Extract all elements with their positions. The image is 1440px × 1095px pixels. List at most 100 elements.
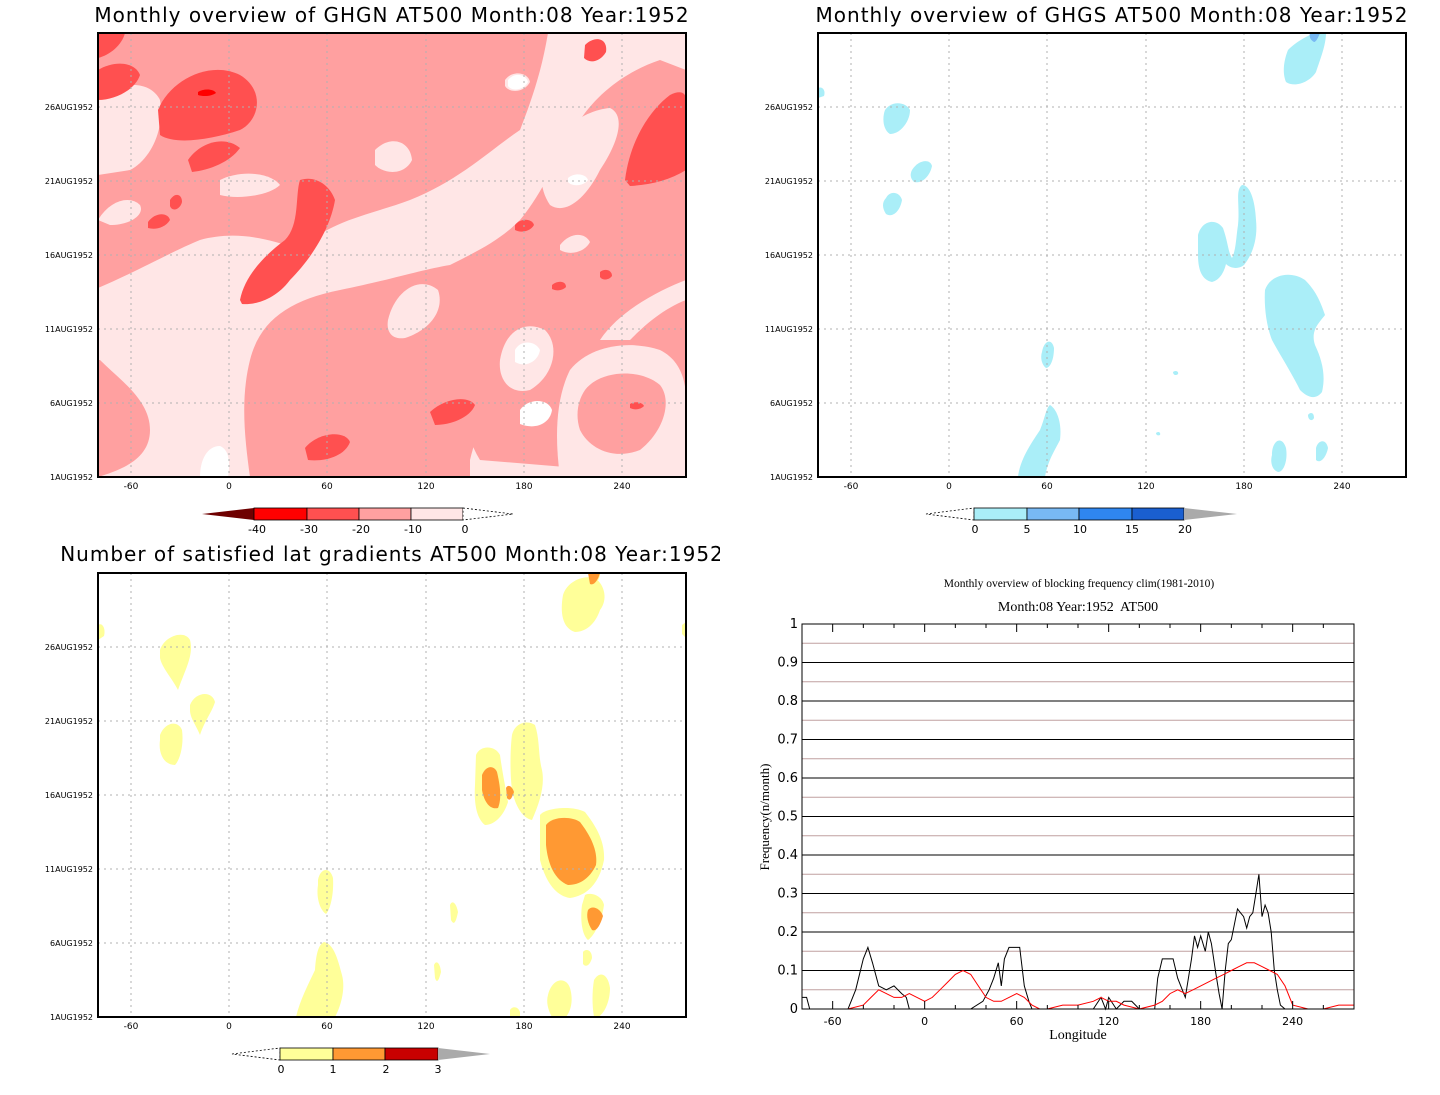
frequency-chart: Monthly overview of blocking frequency c… — [757, 578, 1355, 1043]
x-tick-label: 0 — [226, 482, 232, 492]
y-tick-label: 16AUG1952 — [45, 251, 93, 260]
colorbar-label: 0 — [462, 523, 469, 536]
y-tick-label: 1AUG1952 — [770, 473, 813, 482]
x-tick-label: -60 — [124, 1022, 139, 1032]
x-tick-label: 180 — [515, 482, 532, 492]
y-tick-label: 0.4 — [777, 848, 798, 863]
ghgn-x-tick-labels: -60 0 60 120 180 240 — [124, 482, 631, 492]
lat-gradients-title: Number of satisfied lat gradients AT500 … — [60, 542, 720, 566]
x-tick-label: 240 — [1282, 1015, 1303, 1028]
colorbar-box — [973, 507, 1028, 521]
x-tick-label: 60 — [321, 1022, 333, 1032]
x-tick-label: 240 — [613, 482, 630, 492]
x-tick-label: 60 — [1041, 482, 1053, 492]
x-tick-label: 60 — [321, 482, 333, 492]
x-tick-label: 60 — [1010, 1015, 1024, 1028]
ghgs-high-region — [1309, 33, 1320, 42]
colorbar-label: -10 — [404, 523, 422, 536]
x-tick-label: 180 — [1235, 482, 1252, 492]
colorbar-above-triangle — [438, 1048, 490, 1060]
x-tick-label: -60 — [824, 1015, 842, 1028]
ghgn-colorbar: -40 -30 -20 -10 0 — [202, 507, 514, 536]
lat-gradients-y-tick-labels: 1AUG1952 6AUG1952 11AUG1952 16AUG1952 21… — [45, 643, 93, 1022]
lat-gradients-x-tick-labels: -60 0 60 120 180 240 — [124, 1022, 631, 1032]
ghgs-chart: Monthly overview of GHGS AT500 Month:08 … — [765, 3, 1409, 536]
frequency-y-axis-label: Frequency(n/month) — [757, 764, 772, 871]
y-tick-label: 0.9 — [777, 656, 798, 671]
ghgs-x-tick-labels: -60 0 60 120 180 240 — [844, 482, 1351, 492]
frequency-subtitle: Month:08 Year:1952 AT500 — [998, 600, 1158, 615]
y-tick-label: 11AUG1952 — [45, 865, 93, 874]
lat-gradients-plot-frame — [97, 572, 687, 1018]
x-tick-label: 0 — [921, 1015, 928, 1028]
colorbar-box — [279, 1047, 334, 1061]
y-tick-label: 0 — [790, 1002, 798, 1017]
colorbar-below-triangle — [202, 508, 254, 520]
y-tick-label: 16AUG1952 — [765, 251, 813, 260]
y-tick-label: 21AUG1952 — [765, 177, 813, 186]
lat-gradients-field — [98, 573, 686, 1017]
colorbar-box — [1026, 507, 1080, 521]
frequency-x-axis-label: Longitude — [1049, 1028, 1107, 1043]
ghgs-y-tick-labels: 1AUG1952 6AUG1952 11AUG1952 16AUG1952 21… — [765, 103, 813, 482]
lat-gradients-panel: Number of satisfied lat gradients AT500 … — [0, 540, 723, 1091]
ghgn-title: Monthly overview of GHGN AT500 Month:08 … — [94, 3, 689, 27]
y-tick-label: 11AUG1952 — [45, 325, 93, 334]
lat-gradients-chart: Number of satisfied lat gradients AT500 … — [45, 542, 723, 1076]
colorbar-above-triangle — [462, 507, 514, 521]
y-tick-label: 26AUG1952 — [45, 643, 93, 652]
y-tick-label: 11AUG1952 — [765, 325, 813, 334]
frequency-line-red — [802, 962, 1354, 1010]
y-tick-label: 6AUG1952 — [50, 939, 93, 948]
colorbar-label: -30 — [300, 523, 318, 536]
ghgn-grid — [98, 33, 686, 477]
y-tick-label: 1AUG1952 — [50, 1013, 93, 1022]
colorbar-box — [306, 507, 360, 521]
frequency-series — [802, 874, 1354, 1011]
x-tick-label: 240 — [1333, 482, 1350, 492]
x-tick-label: 0 — [226, 1022, 232, 1032]
y-tick-label: 26AUG1952 — [45, 103, 93, 112]
y-tick-label: 1 — [790, 617, 798, 632]
x-tick-label: 240 — [613, 1022, 630, 1032]
x-tick-label: 0 — [946, 482, 952, 492]
frequency-line-black — [802, 874, 1354, 1011]
x-tick-label: -60 — [844, 482, 859, 492]
colorbar-below-triangle — [231, 1047, 281, 1061]
colorbar-box — [253, 507, 308, 521]
colorbar-box — [1131, 507, 1185, 521]
ghgs-panel: Monthly overview of GHGS AT500 Month:08 … — [720, 0, 1440, 545]
colorbar-label: 10 — [1073, 523, 1087, 536]
frequency-ticks — [801, 624, 1355, 1009]
ghgn-chart: Monthly overview of GHGN AT500 Month:08 … — [45, 3, 689, 536]
y-tick-label: 26AUG1952 — [765, 103, 813, 112]
colorbar-box — [358, 507, 412, 521]
frequency-x-tick-labels: -60 0 60 120 180 240 — [824, 1015, 1303, 1028]
colorbar-box — [410, 507, 464, 521]
ghgn-plot-frame — [97, 32, 687, 478]
y-tick-label: 1AUG1952 — [50, 473, 93, 482]
y-tick-label: 0.3 — [777, 887, 798, 902]
x-tick-label: 120 — [1098, 1015, 1119, 1028]
frequency-reference-lines — [802, 642, 1354, 991]
colorbar-box — [384, 1047, 439, 1061]
frequency-y-tick-labels: 0 0.1 0.2 0.3 0.4 0.5 0.6 0.7 0.8 0.9 1 — [777, 617, 798, 1017]
frequency-title: Monthly overview of blocking frequency c… — [944, 578, 1215, 590]
y-tick-label: 0.6 — [777, 771, 798, 786]
y-tick-label: 21AUG1952 — [45, 717, 93, 726]
x-tick-label: 180 — [515, 1022, 532, 1032]
lat-gradients-grid — [98, 573, 686, 1017]
y-tick-label: 6AUG1952 — [50, 399, 93, 408]
x-tick-label: 120 — [1137, 482, 1154, 492]
colorbar-label: 3 — [435, 1063, 442, 1076]
ghgs-field — [818, 33, 1328, 477]
frequency-panel: Monthly overview of blocking frequency c… — [720, 545, 1440, 1091]
ghgn-panel: Monthly overview of GHGN AT500 Month:08 … — [0, 0, 720, 545]
y-tick-label: 0.7 — [777, 733, 798, 748]
frequency-grid — [802, 623, 1354, 1010]
ghgs-title: Monthly overview of GHGS AT500 Month:08 … — [816, 3, 1409, 27]
x-tick-label: 180 — [1190, 1015, 1211, 1028]
colorbar-label: -40 — [248, 523, 266, 536]
y-tick-label: 0.5 — [777, 810, 798, 825]
colorbar-below-triangle — [925, 507, 975, 521]
